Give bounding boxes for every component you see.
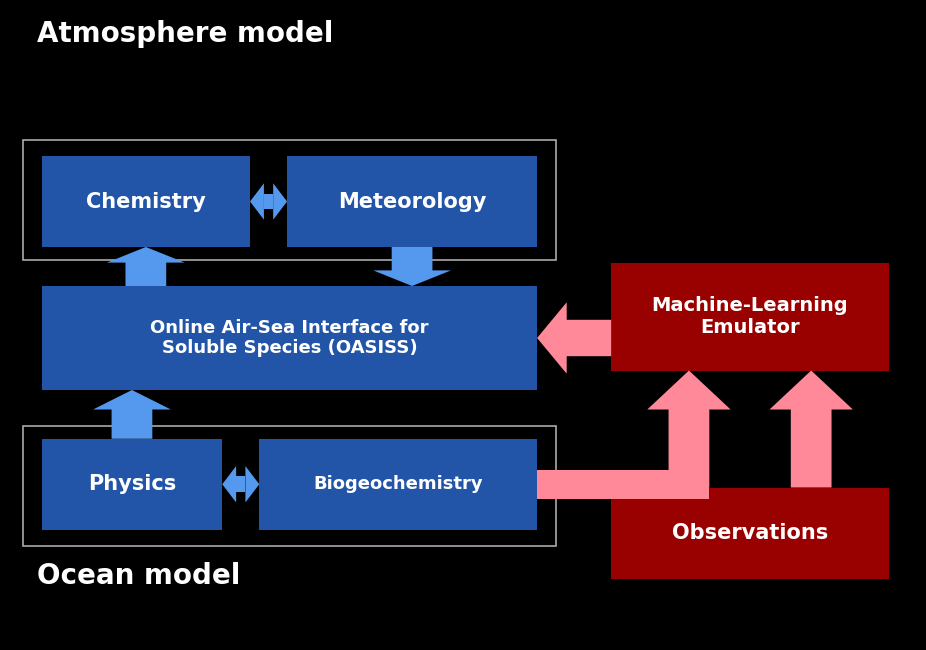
- Polygon shape: [222, 466, 236, 502]
- Bar: [42, 156, 250, 247]
- Polygon shape: [106, 247, 185, 286]
- Polygon shape: [93, 390, 171, 439]
- Text: Online Air-Sea Interface for
Soluble Species (OASISS): Online Air-Sea Interface for Soluble Spe…: [150, 318, 429, 358]
- Polygon shape: [537, 302, 611, 374]
- Bar: [669, 470, 709, 499]
- Polygon shape: [264, 194, 273, 209]
- Bar: [42, 439, 222, 530]
- Text: Observations: Observations: [672, 523, 828, 543]
- Polygon shape: [770, 370, 853, 488]
- Bar: [537, 470, 689, 499]
- Bar: [259, 439, 537, 530]
- Text: Machine-Learning
Emulator: Machine-Learning Emulator: [652, 296, 848, 337]
- Bar: [287, 156, 537, 247]
- Bar: [23, 426, 556, 546]
- Bar: [23, 140, 556, 260]
- Bar: [669, 484, 709, 488]
- Text: Chemistry: Chemistry: [86, 192, 206, 211]
- Text: Physics: Physics: [88, 474, 176, 494]
- Polygon shape: [250, 183, 264, 220]
- Polygon shape: [236, 476, 245, 492]
- Text: Biogeochemistry: Biogeochemistry: [313, 475, 483, 493]
- Polygon shape: [245, 466, 259, 502]
- Polygon shape: [373, 247, 451, 286]
- Bar: [42, 286, 537, 390]
- Polygon shape: [647, 370, 731, 488]
- Text: Meteorology: Meteorology: [338, 192, 486, 211]
- Text: Ocean model: Ocean model: [37, 562, 241, 590]
- Text: Atmosphere model: Atmosphere model: [37, 20, 333, 47]
- Bar: [611, 488, 889, 578]
- Polygon shape: [273, 183, 287, 220]
- Bar: [611, 263, 889, 370]
